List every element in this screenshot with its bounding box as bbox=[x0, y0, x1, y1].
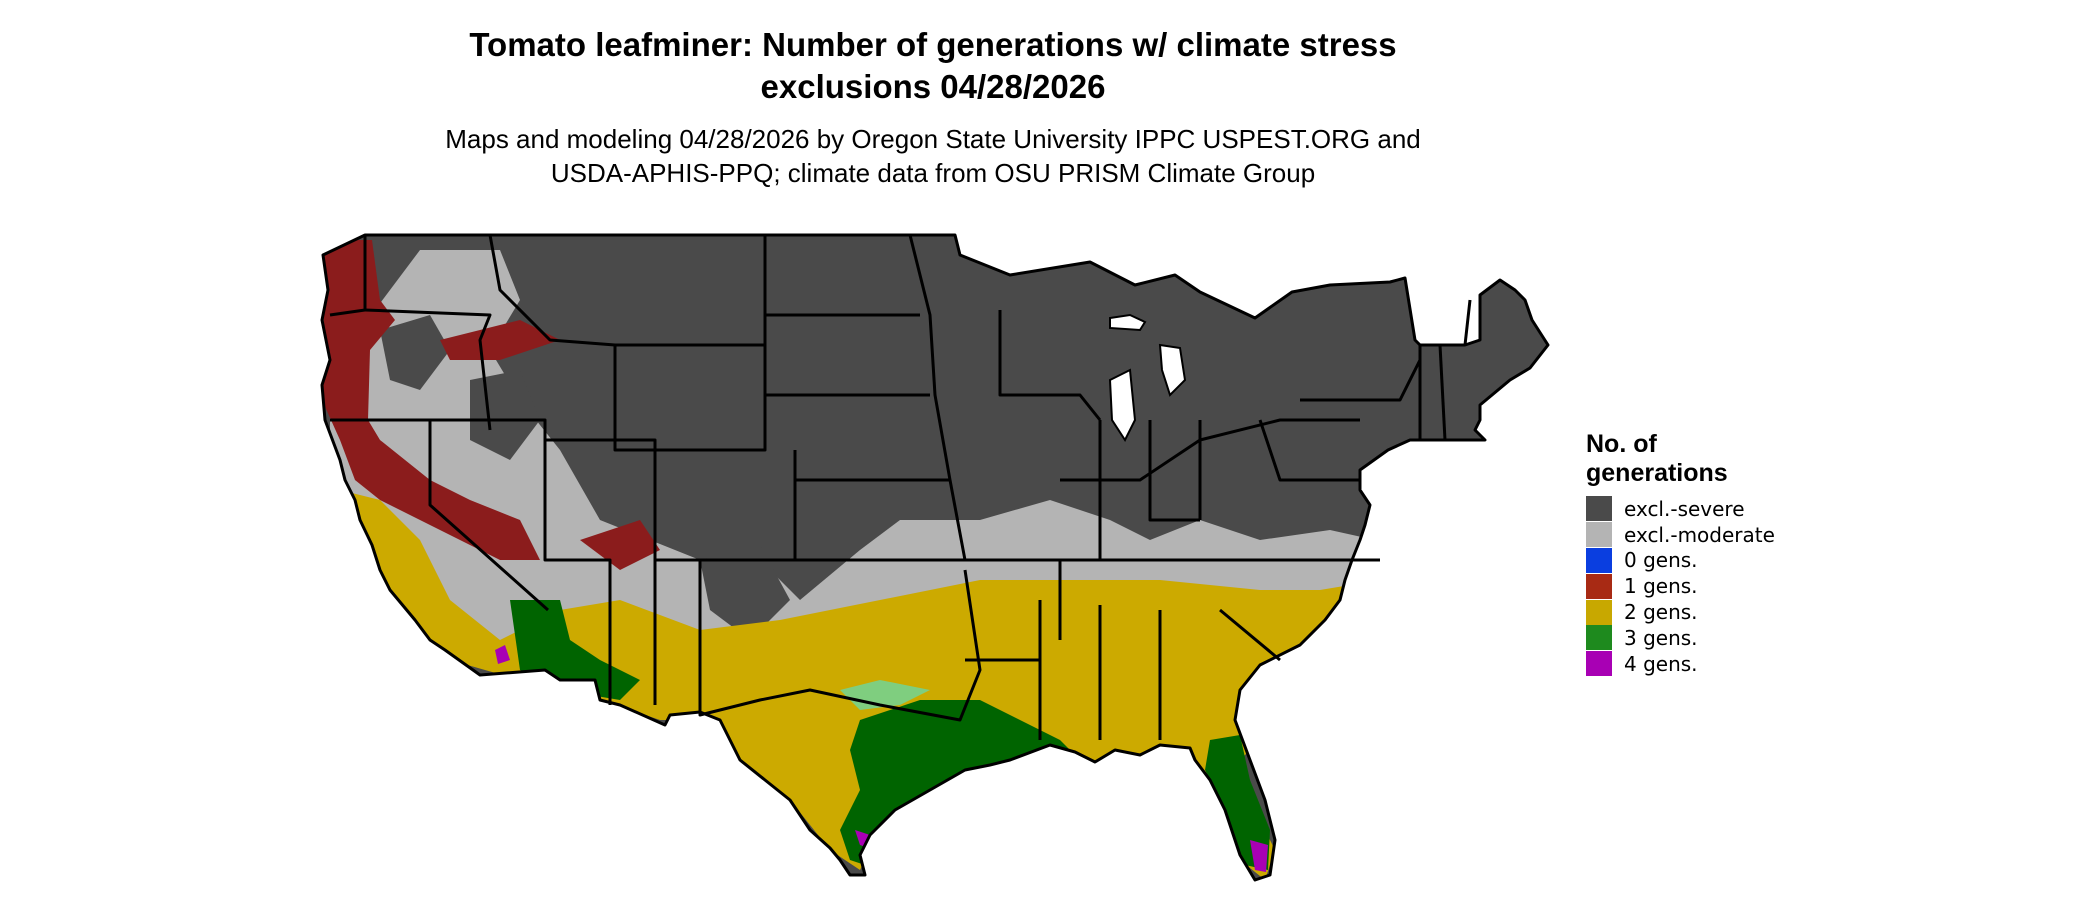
legend-label: 4 gens. bbox=[1624, 651, 1698, 676]
legend-swatch bbox=[1586, 496, 1612, 522]
legend-swatch bbox=[1586, 651, 1612, 677]
map-legend: No. of generations excl.-severe excl.-mod… bbox=[1586, 430, 1846, 677]
great-lakes bbox=[1108, 313, 1187, 443]
three-generation-region bbox=[1205, 735, 1270, 870]
map-title-line1: Tomato leafminer: Number of generations … bbox=[469, 26, 1397, 63]
legend-swatch bbox=[1586, 625, 1612, 651]
legend-swatch bbox=[1586, 599, 1612, 625]
one-generation-region bbox=[440, 320, 560, 360]
three-generation-region bbox=[840, 700, 1080, 870]
legend-label: 1 gens. bbox=[1624, 574, 1698, 599]
legend-item: 1 gens. bbox=[1586, 573, 1846, 599]
legend-label: 0 gens. bbox=[1624, 548, 1698, 573]
map-subtitle: Maps and modeling 04/28/2026 by Oregon S… bbox=[0, 122, 1866, 190]
legend-item: excl.-severe bbox=[1586, 496, 1846, 522]
lake-huron bbox=[1158, 343, 1187, 397]
state-borders bbox=[320, 233, 1550, 882]
legend-item: 4 gens. bbox=[1586, 651, 1846, 677]
one-generation-region bbox=[580, 520, 660, 570]
map-subtitle-line1: Maps and modeling 04/28/2026 by Oregon S… bbox=[445, 124, 1421, 154]
lake-michigan bbox=[1108, 368, 1137, 443]
legend-swatch bbox=[1586, 573, 1612, 599]
map-title-line2: exclusions 04/28/2026 bbox=[760, 68, 1106, 105]
legend-label: 3 gens. bbox=[1624, 625, 1698, 650]
excl-severe-patch bbox=[470, 370, 540, 460]
legend-label: 2 gens. bbox=[1624, 600, 1698, 625]
legend-item: 3 gens. bbox=[1586, 625, 1846, 651]
legend-item: excl.-moderate bbox=[1586, 522, 1846, 548]
legend-swatch bbox=[1586, 547, 1612, 573]
map-title: Tomato leafminer: Number of generations … bbox=[0, 24, 1866, 108]
legend-title-line2: generations bbox=[1586, 459, 1728, 487]
legend-label: excl.-severe bbox=[1624, 496, 1745, 521]
legend-items: excl.-severe excl.-moderate 0 gens. 1 gens.… bbox=[1586, 496, 1846, 677]
legend-title: No. of generations bbox=[1586, 430, 1846, 488]
four-generation-region bbox=[495, 645, 510, 664]
excl-severe-patch bbox=[380, 315, 450, 390]
lake-superior bbox=[1109, 313, 1147, 332]
four-generation-region bbox=[1250, 840, 1268, 872]
legend-swatch bbox=[1586, 522, 1612, 548]
legend-item: 0 gens. bbox=[1586, 547, 1846, 574]
map-subtitle-line2: USDA-APHIS-PPQ; climate data from OSU PR… bbox=[550, 158, 1316, 188]
legend-item: 2 gens. bbox=[1586, 599, 1846, 625]
us-generations-map bbox=[320, 233, 1550, 882]
legend-label: excl.-moderate bbox=[1624, 522, 1775, 547]
one-generation-region bbox=[322, 240, 540, 560]
legend-title-line1: No. of bbox=[1586, 430, 1657, 458]
excl-severe-patch bbox=[700, 545, 790, 640]
